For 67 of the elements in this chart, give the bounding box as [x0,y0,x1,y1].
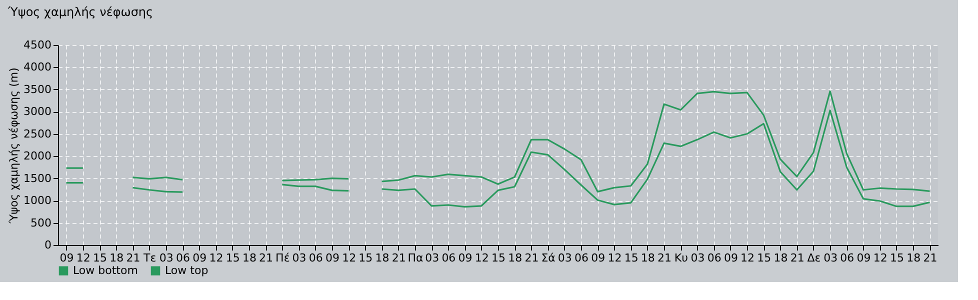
x-tick-label: 21 [126,252,140,264]
y-tick-label: 4000 [24,60,52,74]
x-tick-label: 21 [392,252,406,264]
x-tick-label: 03 [558,252,572,264]
x-tick-label: 21 [658,252,672,264]
y-tick-label: 1000 [24,194,52,208]
x-tick-label: 15 [624,252,638,264]
x-tick-label: 06 [442,252,456,264]
legend-label: Low bottom [73,264,138,277]
x-tick-label: Πα [408,252,424,264]
x-tick-label: 18 [640,252,655,264]
x-tick-label: 06 [308,252,323,264]
y-tick-label: 2500 [24,127,52,140]
x-tick-label: 03 [425,252,440,264]
x-tick-label: 03 [824,252,838,264]
x-tick-label: 03 [690,252,705,264]
chart-title: Ύψος χαμηλής νέφωσης [7,5,154,19]
y-tick-label: 500 [30,216,52,230]
x-tick-label: 18 [508,252,522,264]
y-tick-label: 4500 [24,38,52,52]
x-tick-label: 12 [873,252,888,264]
x-tick-label: 06 [707,252,722,264]
legend-label: Low top [165,264,208,277]
x-tick-label: 12 [342,252,356,264]
x-tick-label: 03 [292,252,306,264]
x-tick-label: 15 [93,252,108,264]
x-tick-label: Πέ [276,252,290,264]
x-tick-label: 09 [458,252,472,264]
x-tick-label: 09 [60,252,74,264]
x-tick-label: 12 [740,252,755,264]
x-tick-label: 15 [890,252,904,264]
x-tick-label: 21 [923,252,938,264]
x-tick-label: 12 [474,252,489,264]
x-tick-label: 18 [906,252,921,264]
x-tick-label: 18 [774,252,788,264]
x-tick-label: 18 [110,252,124,264]
x-tick-label: 06 [574,252,589,264]
x-tick-label: 09 [591,252,606,264]
x-tick-label: Κυ [674,252,688,264]
x-tick-label: 15 [492,252,506,264]
x-tick-label: 21 [259,252,274,264]
y-tick-label: 2000 [24,150,52,163]
x-tick-label: 15 [226,252,240,264]
y-tick-label: 3000 [24,105,52,118]
x-tick-label: 09 [724,252,738,264]
x-tick-label: 12 [209,252,224,264]
x-tick-label: 18 [242,252,256,264]
x-tick-label: 12 [608,252,622,264]
x-tick-label: Δε [807,252,821,264]
x-tick-label: 18 [375,252,390,264]
y-tick-label: 0 [44,238,52,252]
x-tick-label: 15 [358,252,373,264]
y-tick-label: 3500 [24,82,52,96]
x-tick-label: 06 [840,252,854,264]
x-tick-label: Τε [142,252,156,264]
x-tick-label: Σά [541,252,556,264]
x-tick-label: 06 [176,252,190,264]
y-tick-label: 1500 [24,172,52,185]
x-tick-label: 21 [790,252,804,264]
y-axis-title: Ύψος χαμηλής νέφωσης (m) [8,68,21,224]
x-tick-label: 15 [757,252,772,264]
x-tick-label: 09 [325,252,340,264]
x-tick-label: 09 [192,252,207,264]
x-tick-label: 03 [159,252,174,264]
x-tick-label: 12 [76,252,90,264]
x-tick-label: 21 [524,252,539,264]
x-tick-label: 09 [856,252,871,264]
